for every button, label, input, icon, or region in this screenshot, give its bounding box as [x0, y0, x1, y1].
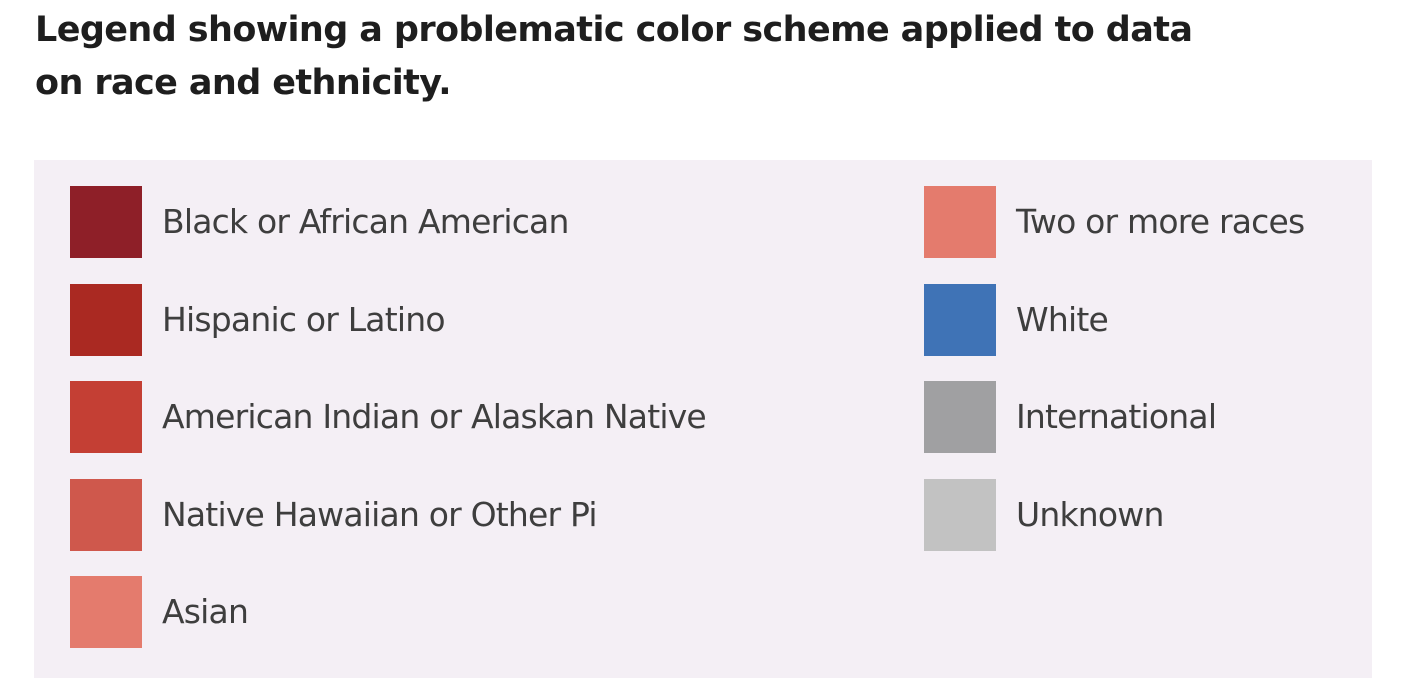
legend-swatch: [70, 478, 142, 551]
legend-label: Two or more races: [1016, 202, 1305, 241]
legend-label: Asian: [162, 592, 249, 631]
legend-label: Hispanic or Latino: [162, 299, 446, 339]
legend-label: American Indian or Alaskan Native: [162, 397, 707, 436]
legend-swatch: [924, 186, 996, 258]
legend-swatch: [924, 381, 996, 453]
legend-label: Unknown: [1016, 494, 1164, 534]
legend-label: International: [1016, 397, 1217, 436]
legend-panel: Black or African American Hispanic or La…: [34, 160, 1372, 678]
legend-label: Black or African American: [162, 202, 569, 241]
legend-swatch: [924, 283, 996, 356]
legend-swatch: [70, 186, 142, 258]
legend-label: White: [1016, 299, 1109, 339]
legend-swatch: [70, 381, 142, 453]
legend-swatch: [924, 478, 996, 551]
legend-swatch: [70, 283, 142, 356]
legend-swatch: [70, 576, 142, 648]
figure-caption: Legend showing a problematic color schem…: [35, 10, 1193, 103]
legend-label: Native Hawaiian or Other Pi: [162, 494, 598, 534]
